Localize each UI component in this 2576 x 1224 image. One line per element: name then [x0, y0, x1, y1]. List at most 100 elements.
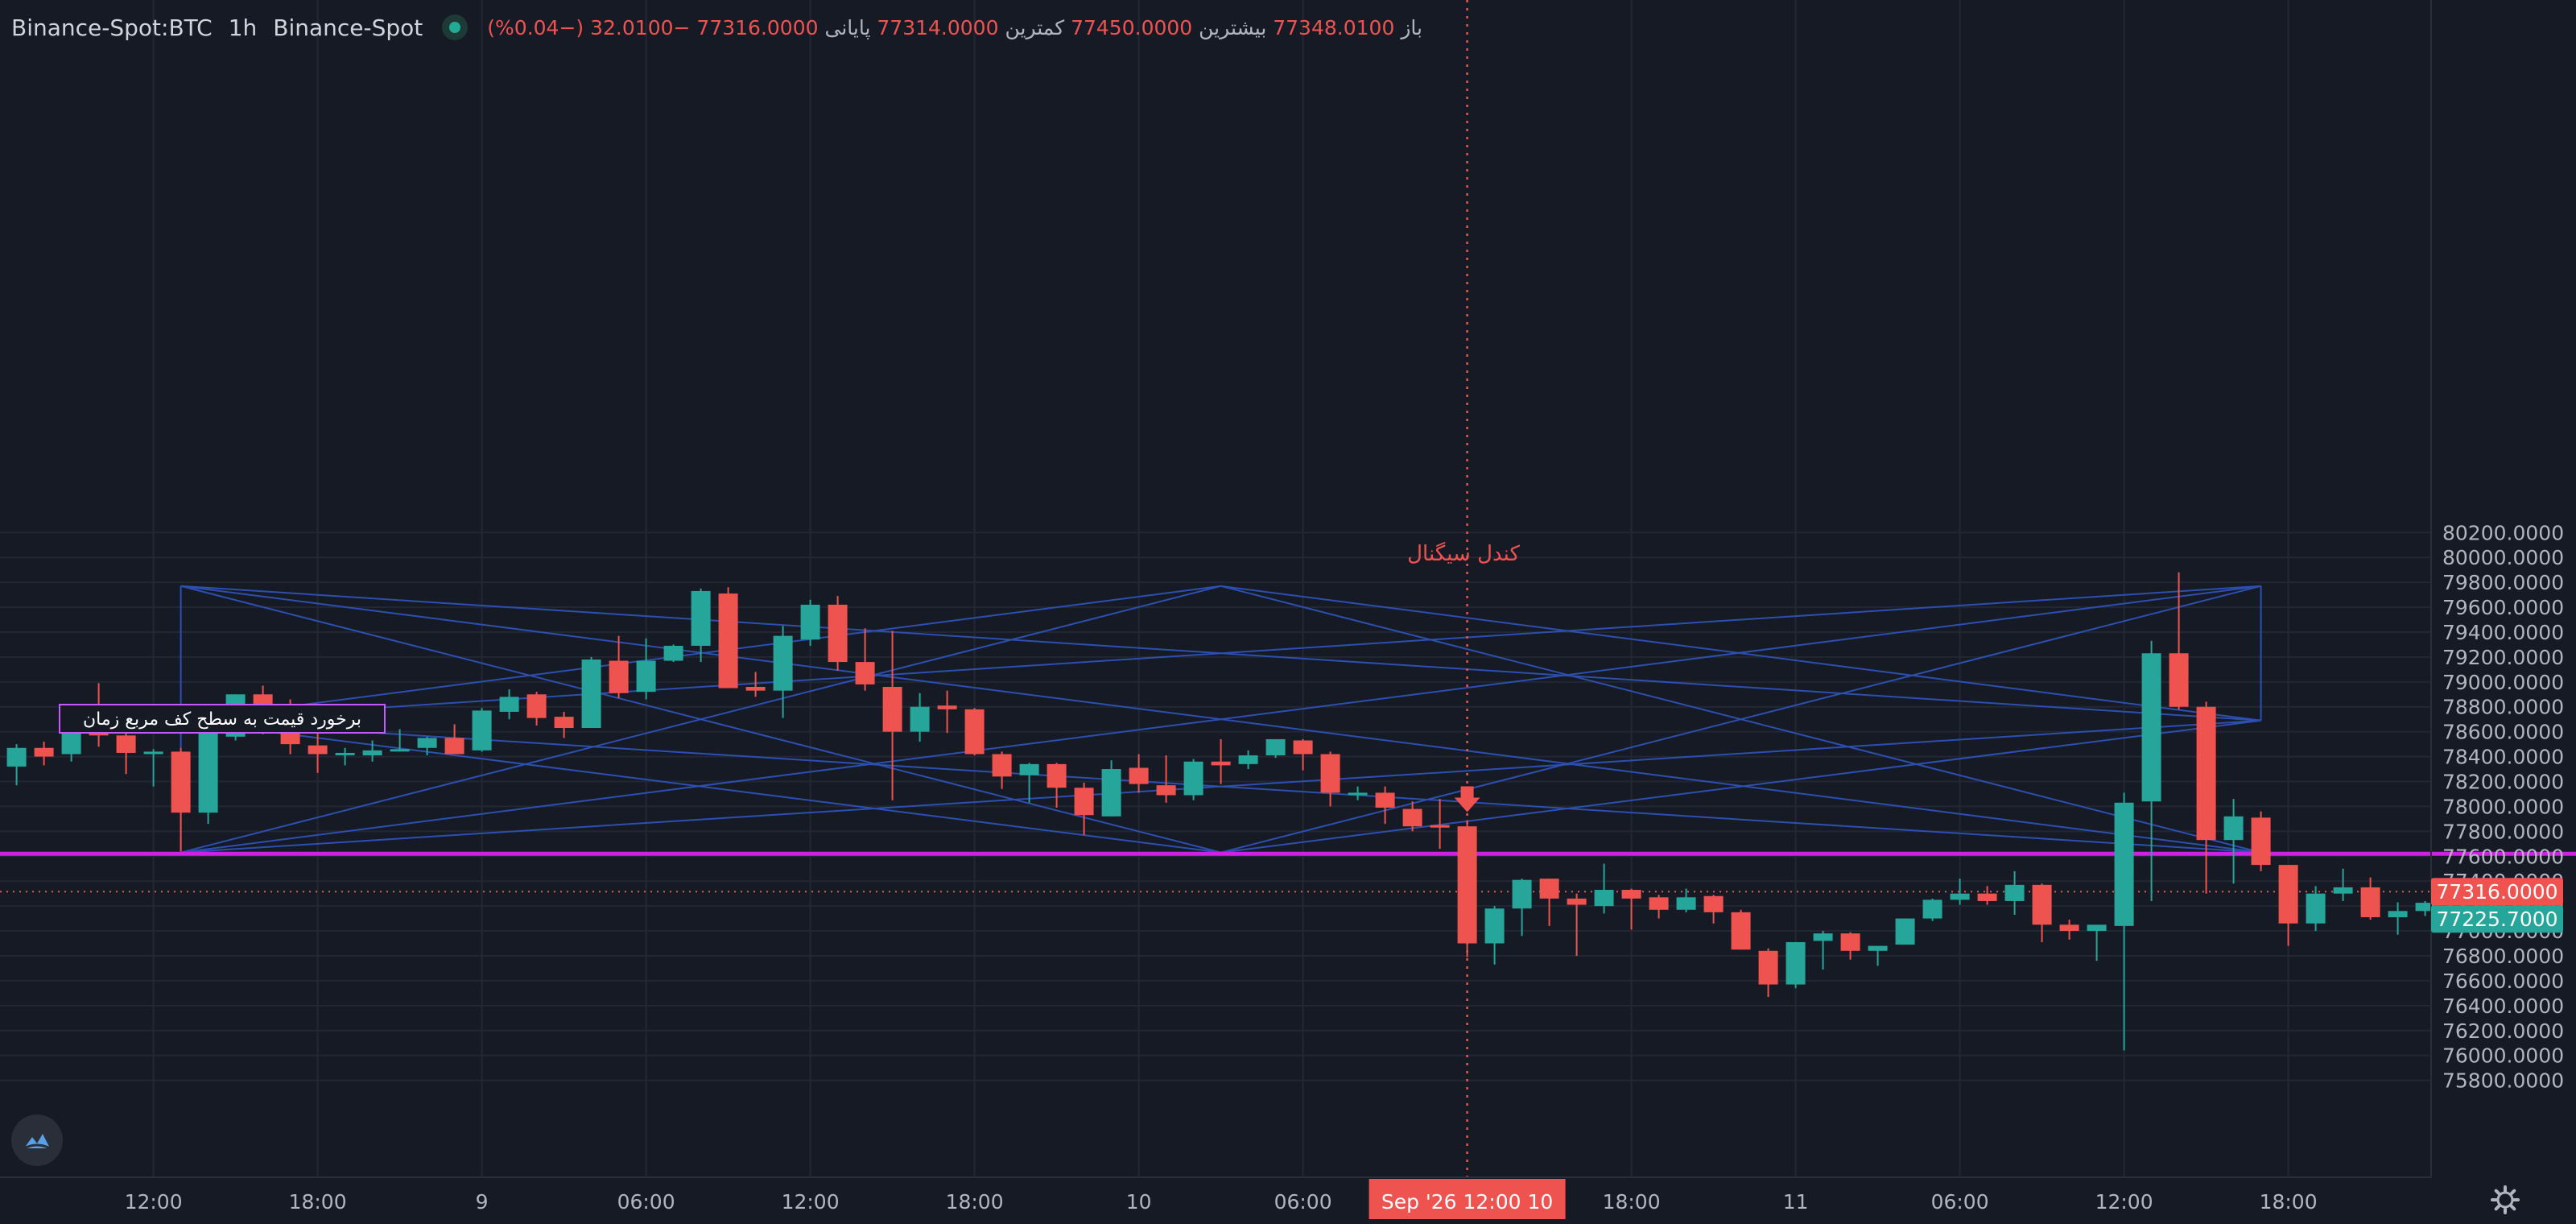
candle: [526, 692, 547, 726]
candle: [636, 638, 656, 700]
candle: [2360, 877, 2380, 920]
pattern-line: [180, 719, 2261, 854]
candle-body: [663, 645, 683, 661]
price-tick-label: 79000.0000: [2442, 671, 2564, 694]
candle-body: [444, 738, 464, 755]
price-tick-label: 78800.0000: [2442, 696, 2564, 719]
candle: [2388, 902, 2408, 935]
candle: [1129, 754, 1149, 793]
exchange-name: Binance-Spot: [273, 14, 423, 41]
crosshair-time-box: [1368, 1179, 1566, 1219]
candle: [1731, 909, 1751, 950]
signal-arrow-icon: [1454, 786, 1480, 813]
price-tag-label: 77316.0000: [2436, 880, 2557, 904]
price-labels: 77316.0000 77225.7000 Sep '26 12:00 10: [1368, 878, 2563, 1219]
time-tick-label: 06:00: [1931, 1190, 1989, 1214]
price-tick-label: 78200.0000: [2442, 771, 2564, 794]
candle: [2306, 886, 2326, 932]
candle: [1703, 895, 1724, 924]
interval[interactable]: 1h: [228, 14, 258, 41]
candle-body: [2360, 887, 2380, 918]
time-tick-label: 10: [1126, 1190, 1152, 1214]
candle-body: [116, 735, 136, 753]
candle-body: [1649, 897, 1669, 910]
candle: [335, 747, 355, 766]
candle-body: [308, 745, 328, 755]
candle: [2251, 811, 2271, 871]
candle: [1375, 786, 1395, 825]
candle-body: [1567, 898, 1587, 905]
candle-body: [2415, 903, 2435, 912]
price-tick-label: 79800.0000: [2442, 571, 2564, 594]
candle: [992, 751, 1012, 789]
brand-logo-icon[interactable]: [11, 1114, 63, 1166]
candle-body: [1375, 792, 1395, 808]
candle-body: [1457, 826, 1477, 944]
candle-body: [1868, 945, 1888, 951]
pattern-line: [1220, 719, 2261, 854]
candle: [663, 644, 683, 663]
candle: [34, 742, 54, 766]
time-square-pattern-lines: [180, 585, 2262, 854]
candle: [745, 672, 766, 697]
time-tick-label: 18:00: [289, 1190, 347, 1214]
candle: [2087, 924, 2107, 961]
time-tick-label: 12:00: [782, 1190, 840, 1214]
candle: [1895, 918, 1915, 945]
candle: [581, 656, 601, 729]
candle: [910, 693, 930, 742]
candle-body: [1676, 897, 1696, 910]
gear-icon[interactable]: [2489, 1184, 2521, 1216]
price-tick-label: 79200.0000: [2442, 646, 2564, 669]
candle: [1512, 879, 1532, 937]
candle-body: [1265, 738, 1286, 756]
candle-body: [335, 752, 355, 755]
candle: [691, 588, 711, 663]
close-value: 77316.0000: [696, 15, 819, 39]
candle-body: [855, 662, 875, 684]
symbol-name[interactable]: Binance-Spot:BTC: [11, 14, 213, 41]
candle-body: [828, 604, 848, 663]
candle-body: [390, 749, 410, 752]
candle-body: [1895, 918, 1915, 945]
candle: [444, 724, 464, 755]
candle: [2169, 572, 2189, 709]
candle: [1019, 763, 1039, 803]
candle: [1101, 760, 1121, 817]
candle-body: [143, 751, 163, 755]
candles: [6, 572, 2435, 1051]
candle-body: [1840, 933, 1860, 951]
candle-body: [1977, 893, 1997, 901]
candle: [1567, 893, 1587, 956]
time-tick-label: 12:00: [125, 1190, 183, 1214]
candle: [2415, 900, 2435, 916]
candle: [417, 736, 437, 756]
close-label: پایانی: [824, 15, 871, 39]
price-tick-label: 76600.0000: [2442, 970, 2564, 993]
candle: [1238, 750, 1258, 770]
price-tick-label: 76400.0000: [2442, 994, 2564, 1018]
candle: [1539, 879, 1559, 926]
time-axis[interactable]: 12:00 18:00 9 06:00 12:00 18:00 10 06:00 18:00 11…: [0, 1176, 2431, 1214]
candle-body: [1703, 895, 1724, 912]
price-tick-label: 79400.0000: [2442, 621, 2564, 644]
candle: [1868, 945, 1888, 966]
price-tick-label: 78400.0000: [2442, 746, 2564, 769]
candle-body: [1046, 763, 1067, 788]
time-tick-label: 18:00: [946, 1190, 1004, 1214]
candle-body: [2087, 924, 2107, 932]
price-tick-label: 79600.0000: [2442, 596, 2564, 619]
change-value: −32.0100 (−0.04%): [487, 15, 691, 39]
candle-body: [34, 747, 54, 757]
candle: [362, 740, 382, 762]
candle-body: [1950, 893, 1970, 900]
candle-body: [992, 754, 1012, 777]
candle-body: [2059, 924, 2079, 932]
candle: [773, 626, 793, 718]
candle: [143, 749, 163, 787]
candle: [855, 628, 875, 691]
candle-body: [800, 604, 820, 640]
price-tick-label: 78600.0000: [2442, 721, 2564, 744]
high-label: بیشترین: [1199, 15, 1267, 39]
